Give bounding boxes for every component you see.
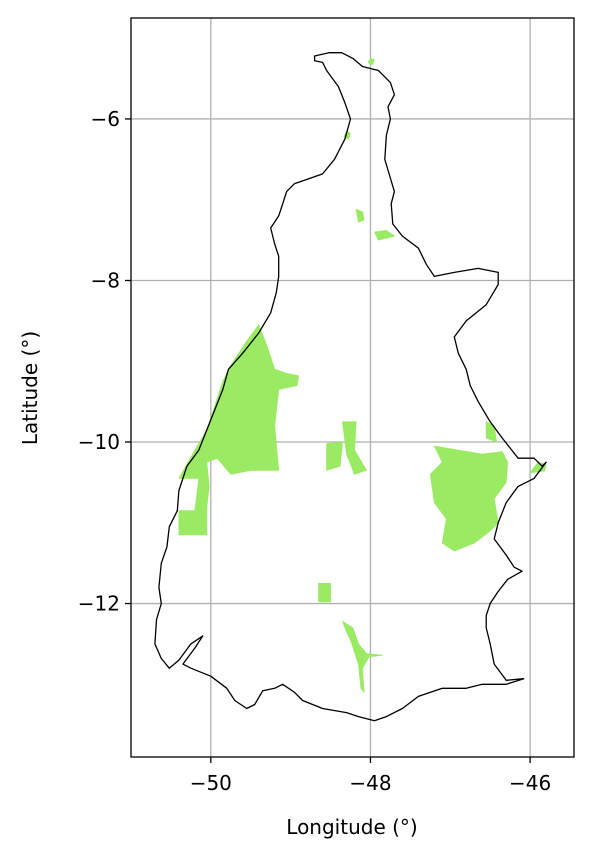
state-boundary [154,52,547,722]
x-tick-label-1: −48 [349,771,391,795]
y-axis-label: Latitude (°) [18,331,42,445]
plot-frame [130,17,575,758]
protected-area-south-block [318,583,331,603]
y-tick-label-1: −8 [91,268,120,292]
x-tick-label-0: −50 [190,771,232,795]
y-tick-label-2: −10 [78,430,120,454]
x-tick-label-2: −46 [509,771,551,795]
y-tick-label-0: −6 [91,107,120,131]
protected-area-eastern [429,445,509,552]
protected-area-central-strip [342,421,367,475]
state-boundary-outline [154,52,547,722]
protected-area-far-east [529,461,547,474]
protected-area-north-3 [374,229,395,241]
protected-areas [178,58,547,693]
protected-area-central-small [326,441,343,471]
y-tick-label-3: −12 [78,592,120,616]
protected-area-north-2 [355,208,365,223]
axis-ticks: −50 −48 −46 −6 −8 −10 −12 [78,107,551,795]
protected-area-western [178,324,300,536]
x-axis-label: Longitude (°) [286,815,417,839]
protected-area-north-tip [367,58,375,66]
protected-area-south-river [342,620,383,693]
